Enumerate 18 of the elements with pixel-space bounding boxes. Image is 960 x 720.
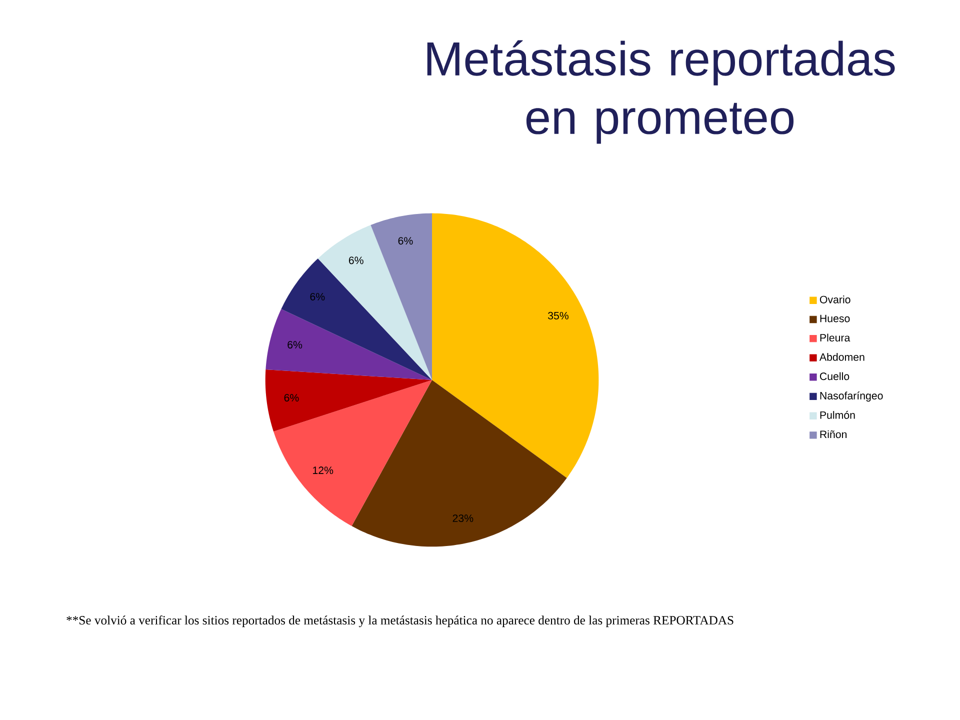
data-label: 6% bbox=[348, 256, 364, 264]
legend-label: Nasofaríngeo bbox=[820, 392, 883, 402]
data-label: 6% bbox=[398, 237, 413, 245]
text: **Se volvió a verificar los sitios reportados de metástasis y la metástasis hepática no aparece dentro de las primeras REPORTADAS bbox=[66, 616, 734, 628]
legend-label: Pulmón bbox=[820, 410, 855, 419]
data-label: 12% bbox=[313, 466, 334, 474]
legend-label: Riñon bbox=[820, 430, 847, 438]
legend-label: Abdomen bbox=[819, 352, 864, 361]
data-label: 6% bbox=[310, 292, 325, 300]
data-label: 6% bbox=[288, 340, 302, 349]
data-label: 6% bbox=[284, 394, 299, 402]
legend-label: Cuello bbox=[820, 372, 850, 380]
legend-label: Hueso bbox=[820, 314, 850, 322]
legend-label: Ovario bbox=[820, 296, 850, 304]
chart-title: Metástasis reportadas en prometeo bbox=[427, 40, 895, 144]
data-label: 23% bbox=[452, 514, 474, 522]
data-label: 35% bbox=[548, 312, 568, 320]
legend-label: Pleura bbox=[820, 334, 850, 342]
